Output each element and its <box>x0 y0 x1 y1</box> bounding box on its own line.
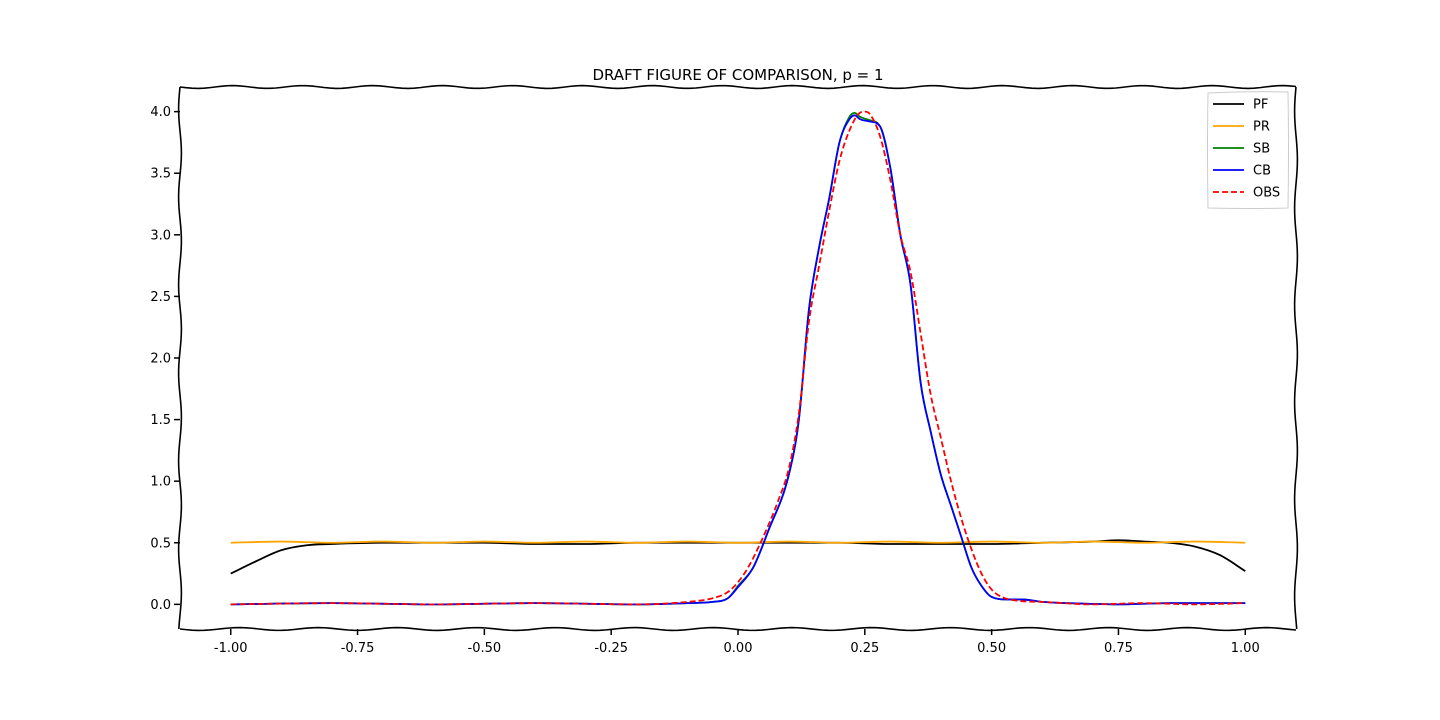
plot-area <box>230 110 1246 606</box>
series-line-pf <box>230 539 1246 575</box>
y-tick-label: 4.0 <box>150 105 171 120</box>
legend-box <box>1207 91 1289 209</box>
y-tick-label: 3.0 <box>150 228 171 243</box>
series-line-sb <box>230 111 1246 606</box>
legend-label-pr: PR <box>1253 120 1270 135</box>
y-tick-label: 0.0 <box>150 598 171 613</box>
legend-label-cb: CB <box>1253 164 1271 179</box>
axes: -1.00 -0.75 -0.50 -0.25 0.00 0.25 0.50 0.75 1.00… <box>150 84 1299 656</box>
x-tick-label: 0.50 <box>977 641 1006 656</box>
legend: PF PR SB CB OBS <box>1207 91 1289 209</box>
x-tick-label: -0.50 <box>468 641 502 656</box>
y-tick-label: 1.0 <box>150 475 171 490</box>
x-tick-label: 0.75 <box>1104 641 1133 656</box>
series-line-pr <box>230 540 1246 544</box>
x-tick-label: 1.00 <box>1231 641 1260 656</box>
y-tick-label: 0.5 <box>150 536 171 551</box>
x-tick-label: -1.00 <box>214 641 248 656</box>
axis-spine-right <box>1293 86 1299 630</box>
legend-label-pf: PF <box>1253 98 1268 113</box>
y-tick-label: 1.5 <box>150 413 171 428</box>
y-tick-label: 3.5 <box>150 167 171 182</box>
legend-label-sb: SB <box>1253 142 1270 157</box>
axis-spine-top <box>179 84 1297 90</box>
series-line-cb <box>230 114 1246 606</box>
series-line-obs <box>230 110 1246 606</box>
x-tick-label: 0.25 <box>850 641 879 656</box>
x-tick-label: -0.75 <box>341 641 375 656</box>
x-tick-label: 0.00 <box>724 641 753 656</box>
y-tick-label: 2.0 <box>150 352 171 367</box>
legend-label-obs: OBS <box>1253 186 1280 201</box>
chart-title: DRAFT FIGURE OF COMPARISON, p = 1 <box>592 66 883 84</box>
x-tick-label: -0.25 <box>594 641 628 656</box>
y-tick-label: 2.5 <box>150 290 171 305</box>
